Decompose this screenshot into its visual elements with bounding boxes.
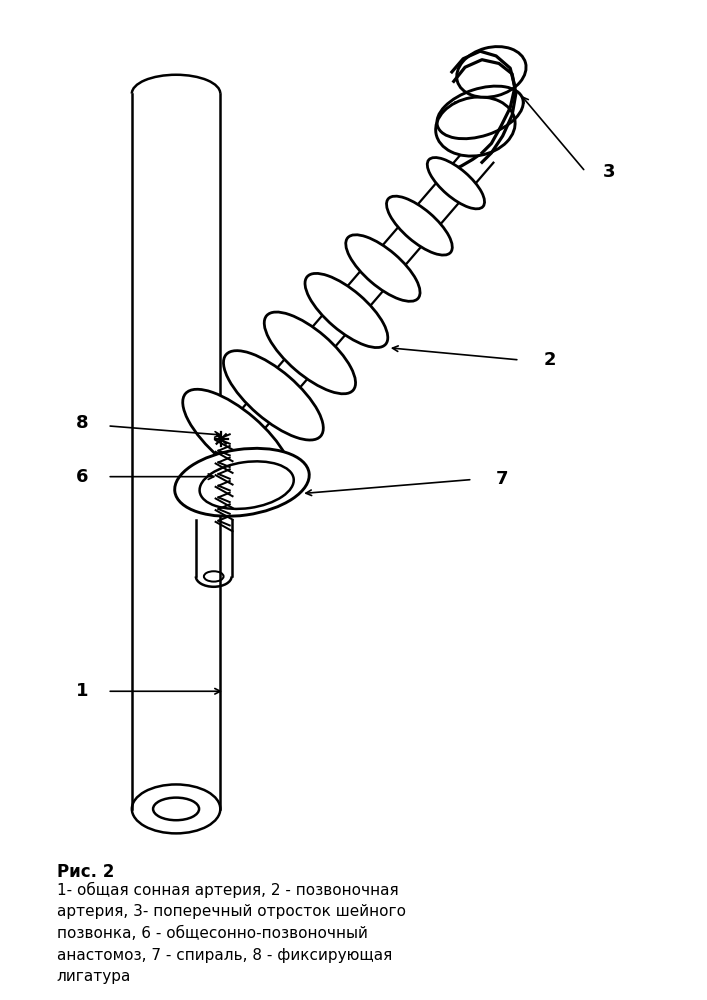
Ellipse shape bbox=[346, 235, 420, 301]
Ellipse shape bbox=[175, 448, 309, 516]
Ellipse shape bbox=[305, 273, 388, 348]
Ellipse shape bbox=[427, 158, 484, 209]
Ellipse shape bbox=[223, 351, 323, 440]
Text: 3: 3 bbox=[602, 163, 615, 181]
Ellipse shape bbox=[264, 312, 356, 394]
Text: 7: 7 bbox=[496, 470, 508, 488]
Text: Рис. 2: Рис. 2 bbox=[57, 863, 114, 881]
Text: 8: 8 bbox=[76, 414, 88, 432]
Text: 1: 1 bbox=[76, 682, 88, 700]
Ellipse shape bbox=[199, 461, 293, 509]
Ellipse shape bbox=[457, 47, 526, 97]
Text: 1- общая сонная артерия, 2 - позвоночная
артерия, 3- поперечный отросток шейного: 1- общая сонная артерия, 2 - позвоночная… bbox=[57, 881, 406, 984]
Text: 2: 2 bbox=[543, 351, 556, 369]
Ellipse shape bbox=[182, 389, 291, 486]
Ellipse shape bbox=[387, 196, 452, 255]
Text: 6: 6 bbox=[76, 468, 88, 486]
Ellipse shape bbox=[436, 97, 515, 156]
